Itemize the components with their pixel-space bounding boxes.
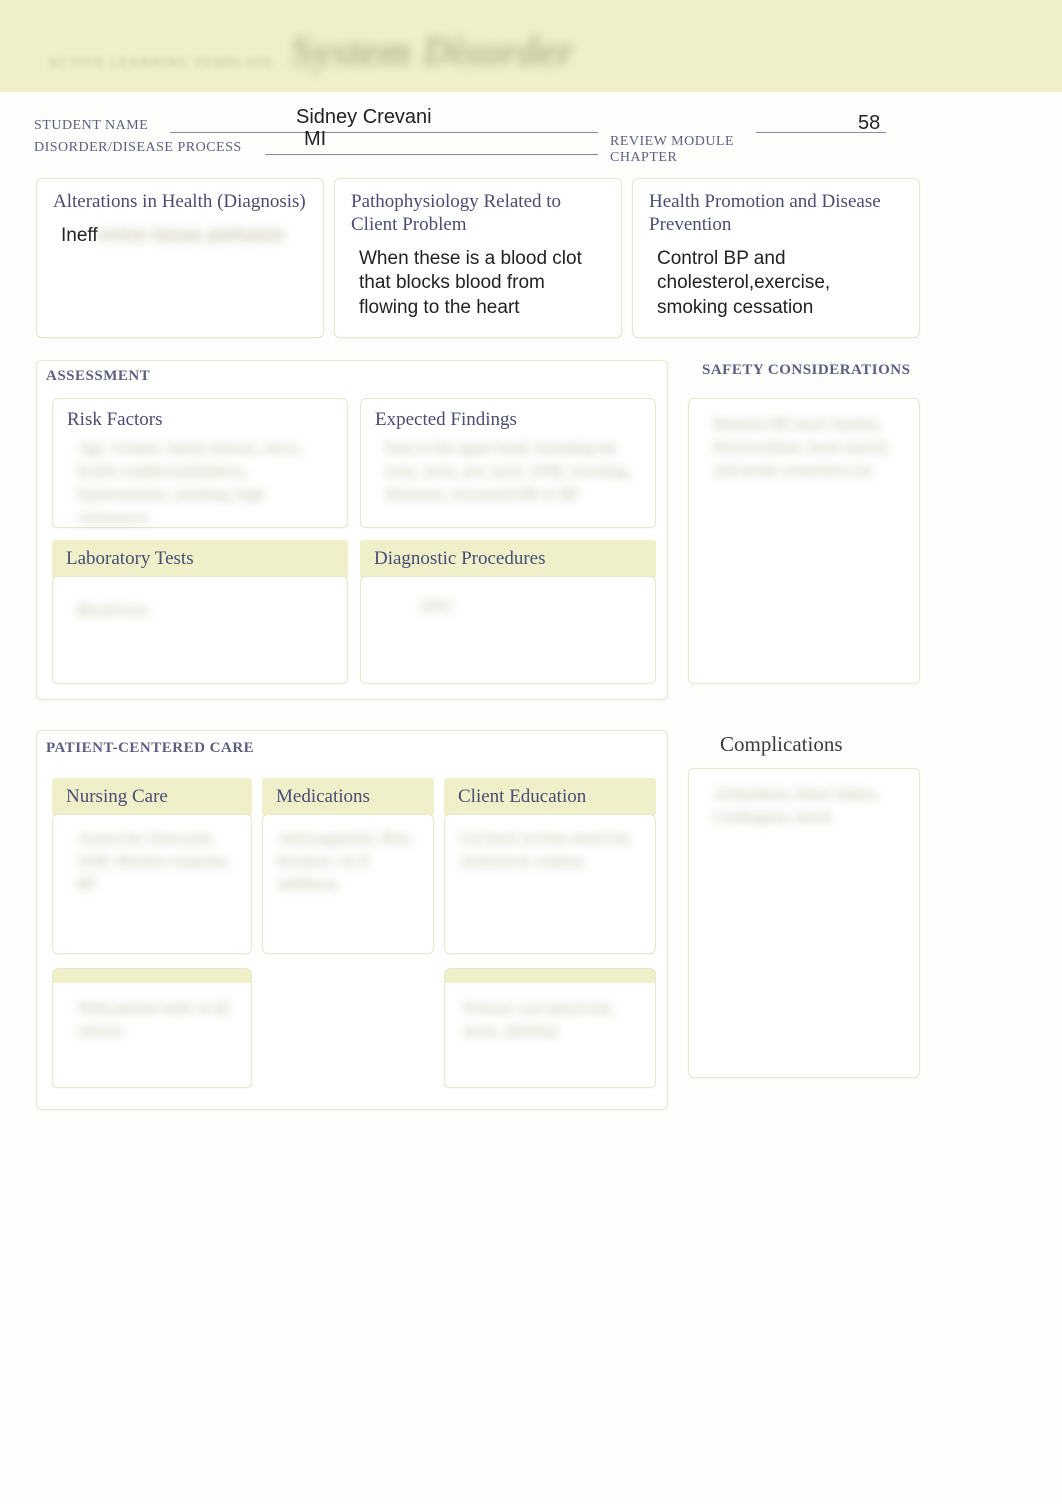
extra-body-1: With patient order at all choices	[53, 983, 251, 1055]
diag-box: EKG	[360, 576, 656, 684]
complications-box: Arrhythmia, Heart failure, Cardiogenic s…	[688, 768, 920, 1078]
meds-title: Medications	[262, 778, 434, 816]
diag-title: Diagnostic Procedures	[360, 540, 656, 578]
expected-box: Expected Findings Pain in the upper body…	[360, 398, 656, 528]
nursing-box: Assess for chest pain, SOB, Monitor trop…	[52, 814, 252, 954]
expected-title: Expected Findings	[361, 399, 655, 431]
care-label: PATIENT-CENTERED CARE	[46, 740, 254, 757]
nursing-title: Nursing Care	[52, 778, 252, 816]
patho-box: Pathophysiology Related to Client Proble…	[334, 178, 622, 338]
diag-body: EKG	[361, 577, 655, 630]
promo-box: Health Promotion and Disease Prevention …	[632, 178, 920, 338]
risk-body: Age, Gender, family history, stress, hea…	[53, 431, 347, 542]
meds-body: Anticoagulants, Beta blockers, ACE inhib…	[263, 815, 433, 909]
expected-body: Pain in the upper body including the arm…	[361, 431, 655, 519]
complications-title: Complications	[720, 732, 843, 757]
patho-title: Pathophysiology Related to Client Proble…	[335, 179, 621, 243]
extra-strip-1	[53, 969, 251, 983]
extra-body-2: Primary care physician, nurse, dietitian	[445, 983, 655, 1055]
banner-title: System Disorder	[290, 28, 574, 76]
disorder-label: DISORDER/DISEASE PROCESS	[34, 140, 242, 156]
labs-box: Blood tests	[52, 576, 348, 684]
alterations-body-visible: Ineff	[61, 225, 98, 246]
promo-body: Control BP and cholesterol,exercise, smo…	[633, 243, 919, 333]
safety-label: SAFETY CONSIDERATIONS	[702, 362, 910, 379]
assessment-label: ASSESSMENT	[46, 368, 150, 385]
extra-box-2: Primary care physician, nurse, dietitian	[444, 968, 656, 1088]
extra-strip-2	[445, 969, 655, 983]
review-line	[756, 132, 886, 133]
labs-title: Laboratory Tests	[52, 540, 348, 578]
safety-box: Monitor BP, heart rhythm, blood sodium, …	[688, 398, 920, 684]
complications-body: Arrhythmia, Heart failure, Cardiogenic s…	[689, 769, 919, 841]
edu-body: Cut back on how much fat, cholesterol, s…	[445, 815, 655, 885]
alterations-body-hidden: ective tissue perfusion	[98, 225, 286, 246]
patho-body: When these is a blood clot that blocks b…	[335, 243, 621, 333]
promo-title: Health Promotion and Disease Prevention	[633, 179, 919, 243]
extra-box-1: With patient order at all choices	[52, 968, 252, 1088]
student-name-label: STUDENT NAME	[34, 118, 148, 134]
student-name-value: Sidney Crevani	[296, 106, 432, 129]
labs-body: Blood tests	[53, 577, 347, 634]
nursing-body: Assess for chest pain, SOB, Monitor trop…	[53, 815, 251, 909]
banner: ACTIVE LEARNING TEMPLATE: System Disorde…	[0, 0, 1062, 92]
alterations-title: Alterations in Health (Diagnosis)	[37, 179, 323, 220]
safety-body: Monitor BP, heart rhythm, blood sodium, …	[689, 399, 919, 495]
disorder-line	[265, 154, 598, 155]
meds-box: Anticoagulants, Beta blockers, ACE inhib…	[262, 814, 434, 954]
risk-box: Risk Factors Age, Gender, family history…	[52, 398, 348, 528]
risk-title: Risk Factors	[53, 399, 347, 431]
student-name-line	[170, 132, 598, 133]
banner-subtitle: ACTIVE LEARNING TEMPLATE:	[48, 56, 278, 72]
alterations-box: Alterations in Health (Diagnosis) Ineffe…	[36, 178, 324, 338]
alterations-body: Ineffective tissue perfusion	[37, 220, 323, 261]
edu-title: Client Education	[444, 778, 656, 816]
review-label: REVIEW MODULE CHAPTER	[610, 134, 750, 166]
edu-box: Cut back on how much fat, cholesterol, s…	[444, 814, 656, 954]
disorder-value: MI	[304, 128, 326, 151]
